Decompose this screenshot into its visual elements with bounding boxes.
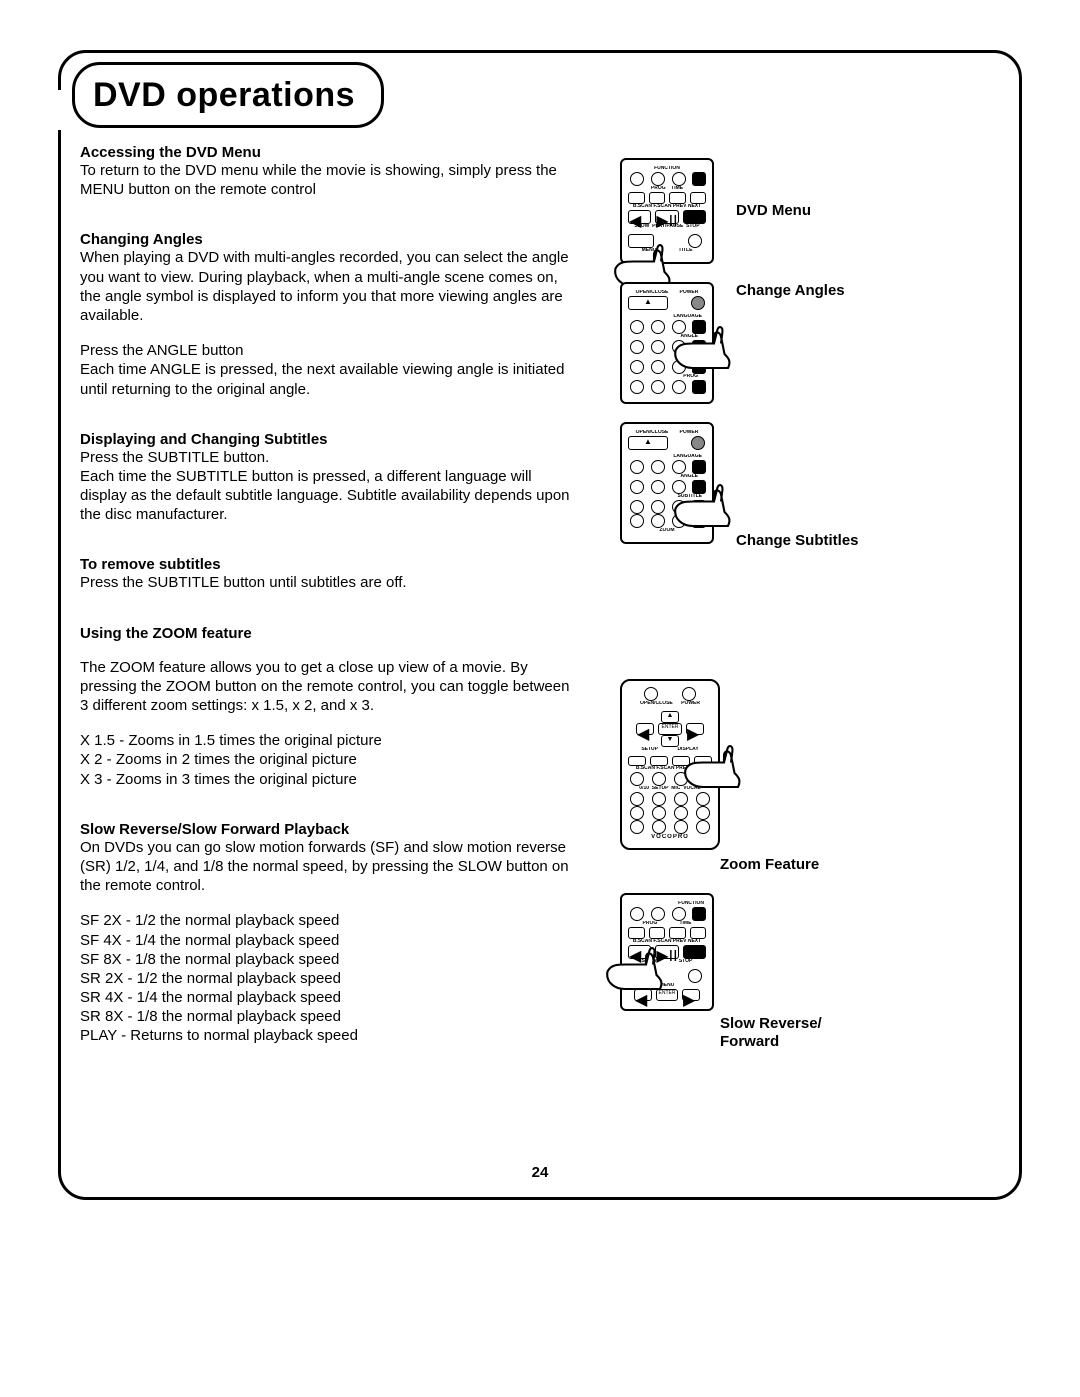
slow-s7: PLAY - Returns to normal playback speed <box>80 1026 580 1045</box>
remote-slow: FUNCTION PROG TIME B.SCAN F.SCAN PREV NE… <box>620 893 714 1011</box>
figure-change-subtitles: OPEN/CLOSE POWER ▲ LANGUAGE ANGLE SUBTIT… <box>620 422 1000 551</box>
remote-dvd-menu: FUNCTION PROG TIME B.SCAN F.SCAN PREV NE… <box>620 158 714 264</box>
heading-angles: Changing Angles <box>80 231 580 248</box>
body-slow: On DVDs you can go slow motion forwards … <box>80 838 580 896</box>
figure-slow: FUNCTION PROG TIME B.SCAN F.SCAN PREV NE… <box>620 893 1000 1053</box>
body-access: To return to the DVD menu while the movi… <box>80 161 580 199</box>
heading-slow: Slow Reverse/Slow Forward Playback <box>80 821 580 838</box>
figure-change-angles: OPEN/CLOSE POWER ▲ LANGUAGE ANGLE SUBTIT… <box>620 282 1000 404</box>
figure-label-change-subtitles: Change Subtitles <box>736 532 859 551</box>
slow-s3: SF 8X - 1/8 the normal playback speed <box>80 950 580 969</box>
figure-zoom: OPEN/CLOSE POWER ▲ ◀ENTER▶ ▼ SETUP DISPL… <box>620 679 1000 875</box>
body-subtitles-1: Press the SUBTITLE button. <box>80 448 580 467</box>
remote-change-angles: OPEN/CLOSE POWER ▲ LANGUAGE ANGLE SUBTIT… <box>620 282 714 404</box>
figure-dvd-menu: FUNCTION PROG TIME B.SCAN F.SCAN PREV NE… <box>620 158 1000 264</box>
figure-label-change-angles: Change Angles <box>736 282 845 301</box>
body-angles-3: Each time ANGLE is pressed, the next ava… <box>80 360 580 398</box>
content-area: Accessing the DVD Menu To return to the … <box>80 140 1000 1070</box>
text-column: Accessing the DVD Menu To return to the … <box>80 140 580 1070</box>
figure-label-slow: Slow Reverse/ Forward <box>720 1015 822 1053</box>
slow-s1: SF 2X - 1/2 the normal playback speed <box>80 911 580 930</box>
heading-zoom: Using the ZOOM feature <box>80 625 580 642</box>
body-zoom-1: The ZOOM feature allows you to get a clo… <box>80 658 580 716</box>
zoom-l3: X 3 - Zooms in 3 times the original pict… <box>80 770 580 789</box>
slow-s2: SF 4X - 1/4 the normal playback speed <box>80 931 580 950</box>
figure-label-zoom: Zoom Feature <box>720 856 819 875</box>
body-remove-sub: Press the SUBTITLE button until subtitle… <box>80 573 580 592</box>
heading-remove-sub: To remove subtitles <box>80 556 580 573</box>
figure-label-dvd-menu: DVD Menu <box>736 202 811 221</box>
page-number: 24 <box>0 1164 1080 1181</box>
title-tab: DVD operations <box>72 62 384 128</box>
heading-access: Accessing the DVD Menu <box>80 144 580 161</box>
body-angles-1: When playing a DVD with multi-angles rec… <box>80 248 580 325</box>
zoom-l2: X 2 - Zooms in 2 times the original pict… <box>80 750 580 769</box>
heading-subtitles: Displaying and Changing Subtitles <box>80 431 580 448</box>
slow-s6: SR 8X - 1/8 the normal playback speed <box>80 1007 580 1026</box>
slow-s4: SR 2X - 1/2 the normal playback speed <box>80 969 580 988</box>
body-angles-2: Press the ANGLE button <box>80 341 580 360</box>
figure-column: FUNCTION PROG TIME B.SCAN F.SCAN PREV NE… <box>580 140 1000 1070</box>
body-subtitles-2: Each time the SUBTITLE button is pressed… <box>80 467 580 525</box>
page-title: DVD operations <box>93 76 355 115</box>
remote-change-subtitles: OPEN/CLOSE POWER ▲ LANGUAGE ANGLE SUBTIT… <box>620 422 714 544</box>
slow-s5: SR 4X - 1/4 the normal playback speed <box>80 988 580 1007</box>
zoom-l1: X 1.5 - Zooms in 1.5 times the original … <box>80 731 580 750</box>
remote-zoom: OPEN/CLOSE POWER ▲ ◀ENTER▶ ▼ SETUP DISPL… <box>620 679 720 850</box>
